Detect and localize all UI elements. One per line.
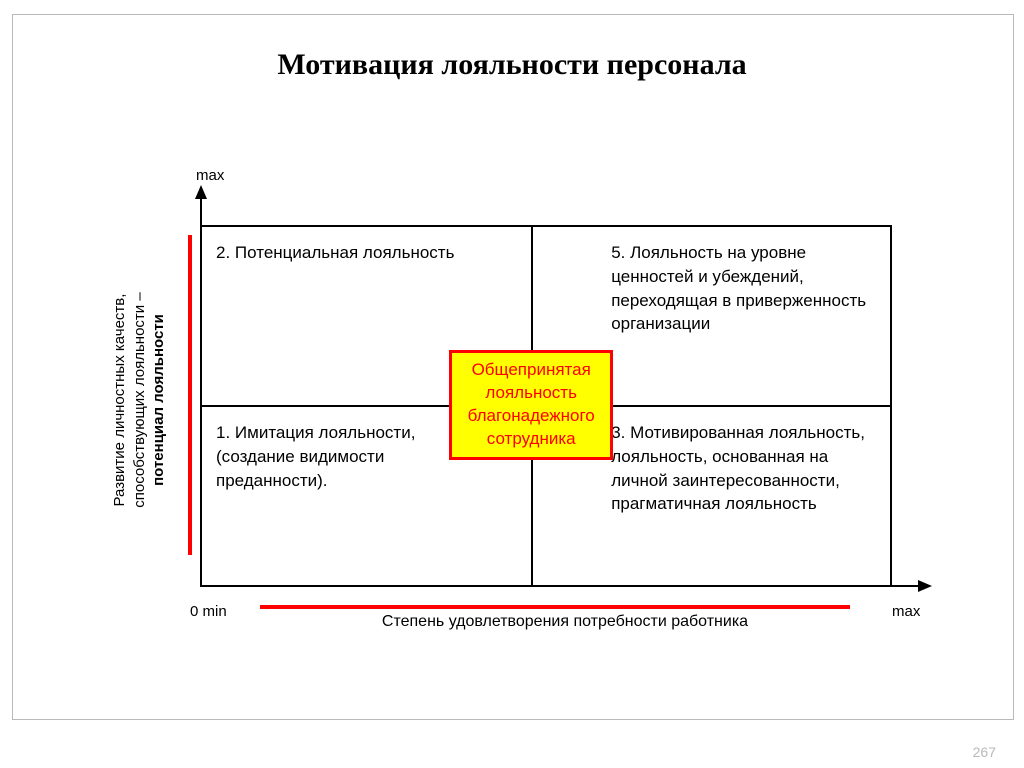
quadrant-num: 3. <box>611 423 625 442</box>
quadrant-text: Имитация лояльности, (создание видимости… <box>216 423 415 490</box>
grid-right-border <box>890 225 892 585</box>
y-axis-title-line2: способствующих лояльности – <box>131 292 148 507</box>
y-axis-max-label: max <box>196 167 224 184</box>
page-number: 267 <box>973 744 996 760</box>
origin-label: 0 min <box>190 603 227 620</box>
quadrant-1-imitation-loyalty: 1. Имитация лояльности, (создание видимо… <box>216 421 487 492</box>
quadrant-2-potential-loyalty: 2. Потенциальная лояльность <box>216 241 517 265</box>
quadrant-text: Потенциальная лояльность <box>235 243 455 262</box>
quadrant-text: Мотивированная лояльность, лояльность, о… <box>611 423 865 513</box>
y-axis-title: Развитие личностных качеств, способствую… <box>110 220 169 580</box>
grid-top-border <box>200 225 890 227</box>
diagram-title: Мотивация лояльности персонала <box>0 48 1024 82</box>
x-axis <box>200 585 920 587</box>
quadrant-5-values-loyalty: 5. Лояльность на уровне ценностей и убеж… <box>611 241 875 336</box>
x-axis-red-highlight <box>260 605 850 609</box>
y-axis <box>200 195 202 585</box>
quadrant-num: 2. <box>216 243 230 262</box>
quadrant-3-motivated-loyalty: 3. Мотивированная лояльность, лояльность… <box>611 421 875 516</box>
center-box-text: Общепринятая лояльность благонадежного с… <box>456 359 606 451</box>
x-axis-arrow-icon <box>918 580 932 592</box>
quadrant-num: 1. <box>216 423 230 442</box>
y-axis-title-line3: потенциал лояльности <box>150 314 167 486</box>
y-axis-red-highlight <box>188 235 192 555</box>
quadrant-num: 5. <box>611 243 625 262</box>
quadrant-text: Лояльность на уровне ценностей и убежден… <box>611 243 866 333</box>
y-axis-arrow-icon <box>195 185 207 199</box>
x-axis-title: Степень удовлетворения потребности работ… <box>300 613 830 631</box>
center-highlight-box: Общепринятая лояльность благонадежного с… <box>449 350 613 460</box>
y-axis-title-line1: Развитие личностных качеств, <box>111 294 128 507</box>
x-axis-max-label: max <box>892 603 920 620</box>
